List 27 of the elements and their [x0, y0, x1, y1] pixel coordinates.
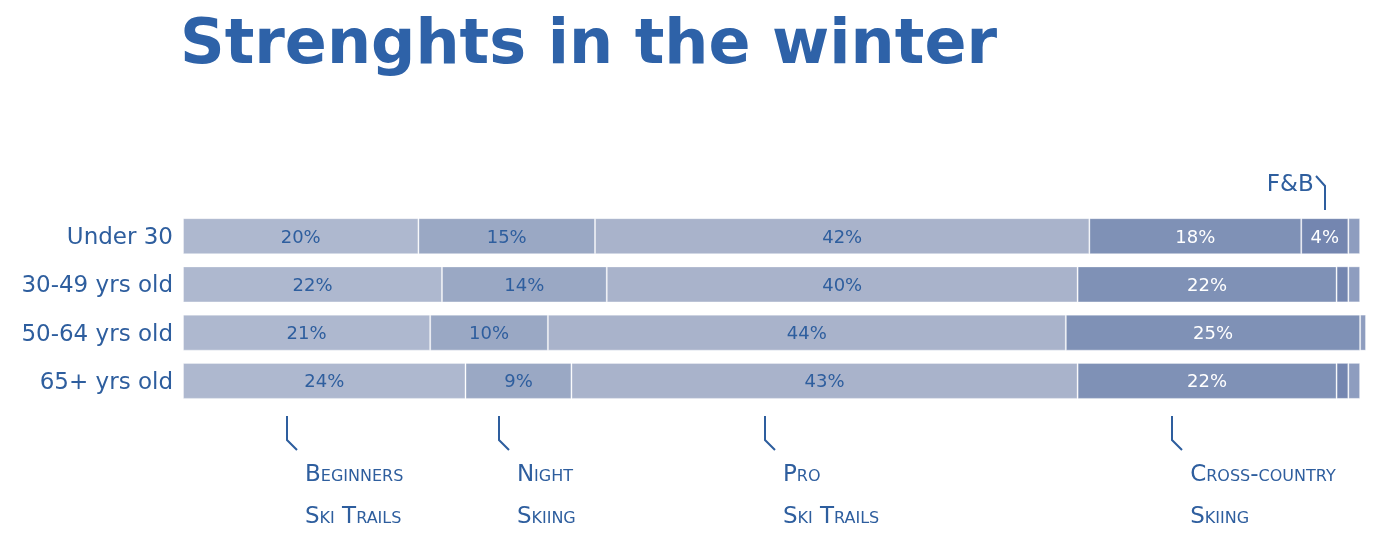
data-label: 24% [304, 370, 345, 392]
data-label: 4% [1310, 225, 1340, 247]
data-label: 25% [1192, 322, 1233, 344]
text: Pro Ski Trails [782, 459, 880, 530]
y-tick-label: Under 30 [66, 223, 173, 250]
data-label: 22% [1187, 273, 1228, 295]
text: Beginners Ski Trails [305, 459, 404, 530]
data-label: 21% [286, 322, 327, 344]
data-label: 44% [786, 322, 827, 344]
y-tick-label: 50-64 yrs old [21, 319, 173, 346]
text: Night Skiing [516, 459, 576, 530]
data-label: 42% [822, 225, 863, 247]
data-label: 10% [469, 322, 510, 344]
data-label: 43% [804, 370, 845, 392]
data-label: 15% [486, 225, 527, 247]
data-label: 14% [504, 273, 545, 295]
y-tick-label: 65+ yrs old [39, 367, 173, 394]
data-label: 9% [504, 370, 533, 392]
data-label: 40% [822, 273, 863, 295]
chart-title: Strenghts in the winter [180, 4, 998, 78]
data-label: 22% [1187, 370, 1228, 392]
y-tick-label: 30-49 yrs old [21, 271, 173, 298]
data-label: 18% [1175, 225, 1216, 247]
series-label: F&B [1266, 169, 1314, 198]
data-label: 20% [280, 225, 321, 247]
text: Cross-country Skiing [1190, 459, 1336, 530]
data-label: 22% [292, 273, 333, 295]
